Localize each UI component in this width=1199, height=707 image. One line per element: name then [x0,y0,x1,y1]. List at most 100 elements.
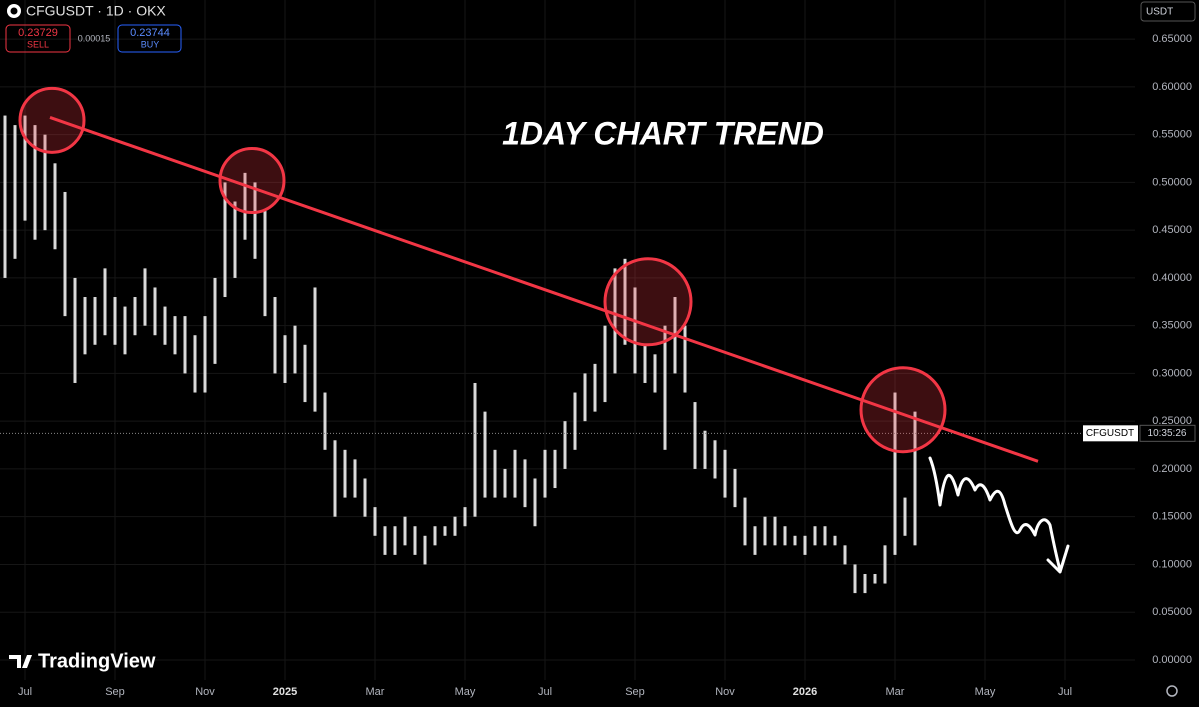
x-tick-label: Sep [105,686,125,698]
price-range-bar [283,335,287,383]
price-range-bar [513,449,517,498]
overlay: CFGUSDT 10:35:26 [0,86,1196,463]
price-range-bar [693,402,697,469]
price-range-bar [133,297,137,336]
price-range-bar [463,507,467,527]
x-tick-label: Jul [1058,686,1072,698]
price-range-bar [493,449,497,498]
price-range-bar [163,306,167,345]
price-range-bar [553,449,557,489]
price-range-bar [723,449,727,498]
price-range-bar [613,268,617,374]
price-range-bar [403,516,407,546]
price-range-bar [323,392,327,450]
price-range-bar [863,573,867,594]
price-range-bar [443,526,447,536]
spread: 0.00015 [78,33,111,43]
price-range-bar [833,535,837,546]
settings-icon[interactable] [1166,685,1178,697]
y-tick-label: 0.65000 [1152,33,1192,45]
price-range-bar [393,526,397,555]
price-range-bar [103,268,107,336]
x-tick-label: Mar [366,686,385,698]
currency[interactable]: USDT [1146,7,1173,18]
price-range-bar [843,545,847,565]
price-range-bar [503,468,507,498]
price-range-bar [523,459,527,508]
sell-price[interactable]: 0.23729 [18,27,58,39]
price-range-bar [413,526,417,555]
price-range-bar [583,373,587,422]
price-range-bar [643,344,647,383]
price-range-bar [783,526,787,546]
price-range-bar [273,297,277,374]
price-range-bar [183,316,187,374]
y-tick-label: 0.30000 [1152,367,1192,379]
touch-circle [218,147,286,215]
price-range-bar [243,172,247,240]
sell-button[interactable] [5,24,71,53]
price-range-bar [143,268,147,326]
buy-label[interactable]: BUY [141,39,160,49]
y-tick-label: 0.50000 [1152,176,1192,188]
price-range-bar [623,258,627,345]
price-range-bar [373,507,377,536]
y-tick-label: 0.25000 [1152,415,1192,427]
price-range-bar [173,316,177,355]
price-range-bar [13,125,17,259]
currency-button[interactable] [1140,1,1196,22]
price-range-bar [63,191,67,317]
price-range-bar [803,535,807,555]
price-range-bar [593,363,597,412]
marks [3,115,917,594]
price-range-bar [73,277,77,383]
price-range-bar [23,115,27,221]
price-range-bar [633,287,637,374]
hand-drawn-arrow [928,456,1070,574]
price-range-bar [743,497,747,546]
buy-price[interactable]: 0.23744 [130,27,170,39]
price-range-bar [233,201,237,278]
price-range-bar [753,526,757,555]
brand: TradingView [38,650,156,672]
price-range-bar [123,306,127,355]
x-tick-label: Nov [715,686,735,698]
buy-button[interactable] [117,24,182,53]
price-range-bar [913,411,917,546]
y-tick-label: 0.05000 [1152,606,1192,618]
price-range-bar [43,134,47,231]
price-range-bar [573,392,577,450]
touch-circle [603,257,693,347]
price-range-bar [223,182,227,298]
symbol-title: CFGUSDT · 1D · OKX [26,3,166,19]
price-range-bar [453,516,457,536]
x-tick-label: May [455,686,476,698]
y-tick-label: 0.00000 [1152,654,1192,666]
price-range-bar [113,297,117,345]
y-tick-label: 0.60000 [1152,81,1192,93]
countdown: 10:35:26 [1148,428,1187,439]
price-range-bar [893,392,897,555]
price-range-bar [293,325,297,374]
price-range-bar [883,545,887,584]
price-range-bar [563,421,567,469]
price-range-bar [93,297,97,345]
price-range-bar [653,354,657,393]
y-tick-label: 0.55000 [1152,129,1192,141]
price-range-bar [423,535,427,565]
price-range-bar [473,382,477,517]
price-tag-box [1083,425,1138,442]
sell-label[interactable]: SELL [27,39,49,49]
price-range-bar [153,287,157,336]
price-range-bar [713,440,717,479]
price-range-bar [903,497,907,536]
price-range-bar [313,287,317,412]
price-range-bar [433,526,437,546]
y-tick-label: 0.45000 [1152,224,1192,236]
price-range-bar [603,325,607,403]
price-range-bar [663,325,667,450]
